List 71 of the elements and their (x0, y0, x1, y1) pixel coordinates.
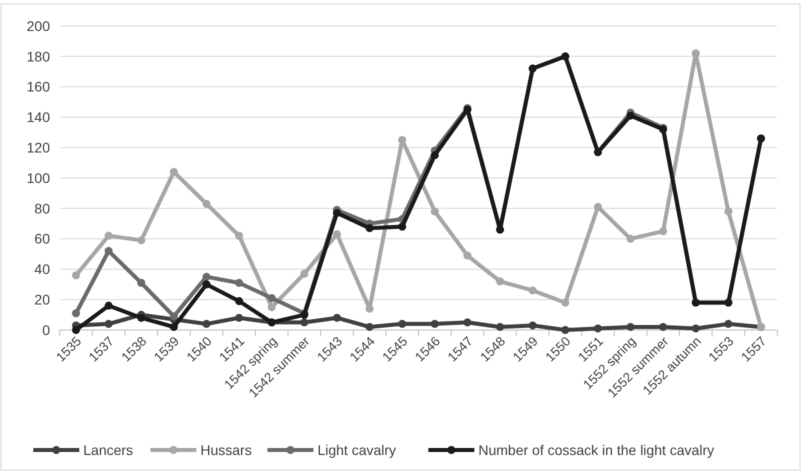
point (72, 326, 80, 334)
point (366, 322, 374, 331)
y-tick-label: 160 (26, 78, 50, 95)
point (202, 272, 210, 281)
point (235, 297, 244, 306)
point (235, 314, 244, 322)
point (366, 224, 374, 232)
point (724, 207, 732, 216)
legend-label: Hussars (200, 442, 252, 458)
point (430, 320, 439, 328)
y-tick-label: 20 (34, 292, 50, 308)
point (104, 302, 113, 310)
point (137, 236, 146, 244)
point (332, 314, 341, 322)
point (170, 322, 178, 331)
y-tick-label: 40 (34, 261, 50, 278)
point (137, 278, 146, 287)
point (594, 324, 602, 332)
y-tick-label: 100 (26, 170, 50, 186)
point (724, 320, 732, 328)
legend-label: Lancers (83, 442, 134, 458)
point (72, 309, 80, 318)
point (692, 324, 700, 332)
point (300, 318, 308, 326)
point (235, 232, 244, 240)
y-tick-label: 60 (34, 230, 50, 247)
point (594, 202, 602, 211)
legend-label: Light cavalry (317, 442, 396, 458)
point (202, 320, 210, 328)
y-tick-label: 140 (26, 109, 50, 126)
point (463, 318, 472, 326)
y-tick-label: 200 (26, 18, 50, 34)
y-tick-label: 0 (42, 322, 50, 338)
point (170, 312, 178, 320)
point (659, 227, 668, 236)
y-tick-label: 180 (26, 48, 50, 64)
point (430, 151, 439, 160)
point (202, 280, 210, 288)
point (300, 270, 308, 278)
point (72, 271, 80, 280)
legend-label: Number of cossack in the light cavalry (478, 442, 714, 458)
point (528, 286, 537, 294)
point (626, 112, 635, 120)
point (398, 320, 406, 328)
point (104, 320, 113, 328)
point (170, 168, 178, 176)
point (626, 322, 635, 331)
point (332, 230, 341, 238)
point (268, 303, 276, 312)
point (268, 294, 276, 302)
point (398, 136, 406, 144)
point (430, 207, 439, 216)
y-tick-label: 120 (26, 140, 50, 156)
y-tick-label: 80 (34, 200, 50, 216)
point (528, 321, 537, 330)
point (626, 234, 635, 243)
point (235, 278, 244, 287)
point (104, 246, 113, 255)
point (659, 322, 668, 331)
point (561, 326, 570, 334)
point (463, 252, 472, 260)
point (398, 222, 406, 231)
point (561, 298, 570, 307)
point (692, 49, 700, 58)
point (496, 322, 504, 331)
point (137, 314, 146, 322)
point (104, 232, 113, 240)
point (366, 304, 374, 313)
point (496, 277, 504, 286)
point (202, 200, 210, 208)
point (332, 208, 341, 217)
